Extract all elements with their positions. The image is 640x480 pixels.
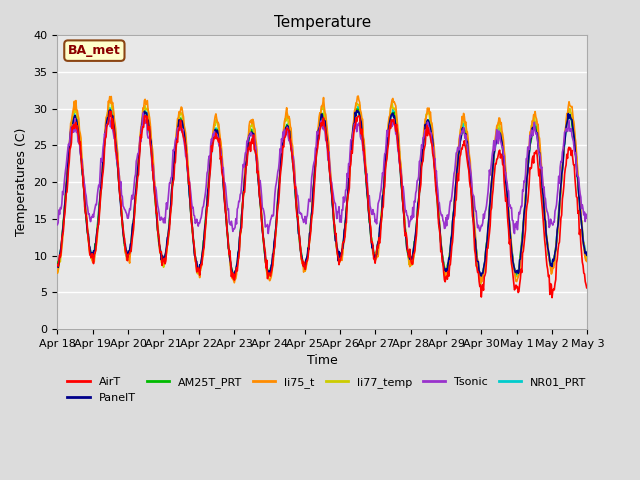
li75_t [200, 252, 207, 258]
AM25T_PRT [353, 106, 360, 112]
li77_temp [403, 244, 411, 250]
Line: AM25T_PRT: AM25T_PRT [58, 109, 588, 276]
NR01_PRT [403, 242, 411, 248]
Tsonic [388, 123, 396, 129]
li77_temp [387, 104, 395, 109]
AirT [548, 295, 556, 300]
li75_t [584, 259, 591, 265]
Title: Temperature: Temperature [274, 15, 371, 30]
NR01_PRT [118, 211, 125, 217]
AirT [172, 145, 180, 151]
X-axis label: Time: Time [307, 354, 338, 367]
Tsonic [172, 135, 180, 141]
Tsonic [118, 192, 125, 198]
AM25T_PRT [584, 252, 591, 258]
Y-axis label: Temperatures (C): Temperatures (C) [15, 128, 28, 236]
li75_t [172, 142, 179, 147]
Tsonic [63, 154, 71, 160]
AM25T_PRT [172, 147, 179, 153]
AirT [387, 117, 395, 122]
Text: BA_met: BA_met [68, 44, 121, 57]
PanelT [584, 252, 591, 258]
AM25T_PRT [404, 249, 412, 254]
AM25T_PRT [63, 169, 71, 175]
PanelT [172, 141, 180, 147]
AirT [118, 221, 126, 227]
li75_t [355, 93, 362, 99]
Tsonic [200, 199, 208, 204]
Line: li75_t: li75_t [58, 96, 588, 283]
Tsonic [404, 213, 412, 219]
PanelT [387, 112, 395, 118]
AirT [54, 262, 61, 268]
li77_temp [54, 270, 61, 276]
NR01_PRT [172, 150, 179, 156]
li77_temp [172, 136, 180, 142]
NR01_PRT [584, 254, 591, 260]
li77_temp [584, 257, 591, 263]
AM25T_PRT [388, 110, 396, 116]
NR01_PRT [387, 111, 395, 117]
AirT [200, 245, 208, 251]
NR01_PRT [63, 175, 71, 181]
li75_t [388, 97, 396, 103]
AM25T_PRT [54, 261, 61, 266]
Tsonic [264, 231, 272, 237]
NR01_PRT [355, 104, 362, 109]
NR01_PRT [200, 244, 207, 250]
PanelT [403, 246, 411, 252]
Legend: AirT, PanelT, AM25T_PRT, li75_t, li77_temp, Tsonic, NR01_PRT: AirT, PanelT, AM25T_PRT, li75_t, li77_te… [63, 372, 591, 407]
AM25T_PRT [230, 274, 237, 279]
li75_t [63, 173, 71, 179]
li75_t [230, 280, 238, 286]
Tsonic [584, 216, 591, 221]
li77_temp [118, 223, 126, 228]
AirT [106, 108, 113, 114]
PanelT [200, 234, 208, 240]
AM25T_PRT [118, 209, 125, 215]
PanelT [63, 177, 71, 183]
li77_temp [108, 98, 115, 104]
PanelT [107, 107, 115, 113]
li75_t [118, 211, 125, 217]
Tsonic [54, 222, 61, 228]
Tsonic [139, 110, 147, 116]
AirT [584, 285, 591, 290]
li77_temp [477, 282, 484, 288]
li75_t [54, 270, 61, 276]
Line: NR01_PRT: NR01_PRT [58, 107, 588, 280]
li75_t [404, 246, 412, 252]
Line: PanelT: PanelT [58, 110, 588, 276]
li77_temp [63, 172, 71, 178]
PanelT [118, 217, 126, 223]
Line: Tsonic: Tsonic [58, 113, 588, 234]
NR01_PRT [478, 277, 486, 283]
Line: li77_temp: li77_temp [58, 101, 588, 285]
AM25T_PRT [200, 238, 207, 244]
AirT [63, 189, 71, 195]
AirT [403, 236, 411, 241]
Line: AirT: AirT [58, 111, 588, 298]
PanelT [477, 273, 485, 279]
PanelT [54, 262, 61, 267]
NR01_PRT [54, 264, 61, 269]
li77_temp [200, 238, 208, 243]
